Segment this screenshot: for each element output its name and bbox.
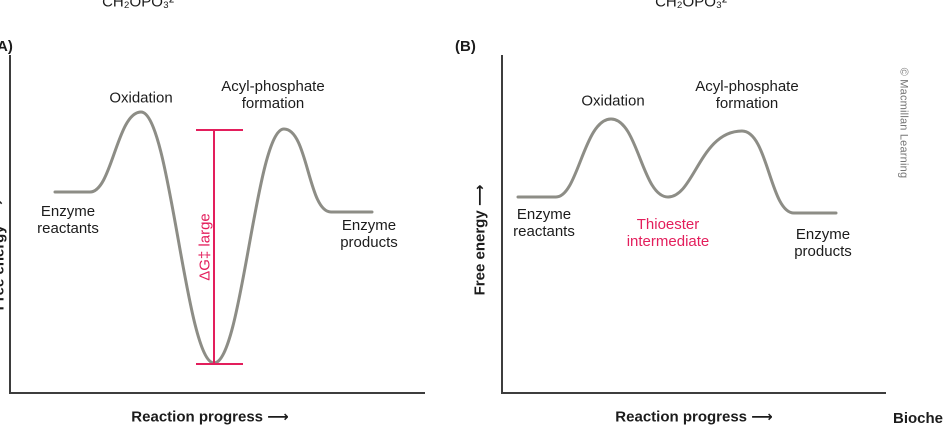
- panel-a-formula: CH₂OPO₃²⁻: [102, 0, 182, 11]
- panel-b-axes: [501, 55, 886, 394]
- panel-a-enzyme-reactants-label: Enzyme reactants: [37, 202, 99, 237]
- panel-a-axes: [9, 55, 425, 394]
- panel-b-acyl-phosphate-label: Acyl-phosphate formation: [695, 77, 799, 112]
- panel-a-delta-g-label: ΔG‡ large: [196, 213, 214, 281]
- panel-a-letter: (A): [0, 38, 13, 55]
- panel-b-oxidation-label: Oxidation: [581, 92, 645, 110]
- publisher-credit: © Macmillan Learning: [897, 67, 910, 179]
- panel-b-y-axis-label: Free energy ⟶: [471, 184, 489, 296]
- panel-a-enzyme-products-label: Enzyme products: [340, 216, 398, 251]
- panel-a-y-axis-label: Free energy ⟶: [0, 200, 8, 311]
- caption-fragment: Bioche: [893, 410, 944, 427]
- panel-b-energy-curve: [516, 117, 838, 215]
- panel-b-enzyme-reactants-label: Enzyme reactants: [513, 205, 575, 240]
- panel-a-acyl-phosphate-label: Acyl-phosphate formation: [221, 77, 325, 112]
- panel-b-enzyme-products-label: Enzyme products: [794, 225, 852, 260]
- panel-b-x-axis-label: Reaction progress ⟶: [615, 408, 773, 426]
- panel-a-x-axis-label: Reaction progress ⟶: [131, 408, 289, 426]
- panel-b-formula: CH₂OPO₃²⁻: [655, 0, 735, 11]
- panel-a-oxidation-label: Oxidation: [109, 89, 173, 107]
- panel-b-thioester-intermediate-label: Thioester intermediate: [626, 215, 710, 250]
- delta-g-dimension-lines: [196, 129, 243, 365]
- panel-b-letter: (B): [455, 38, 476, 55]
